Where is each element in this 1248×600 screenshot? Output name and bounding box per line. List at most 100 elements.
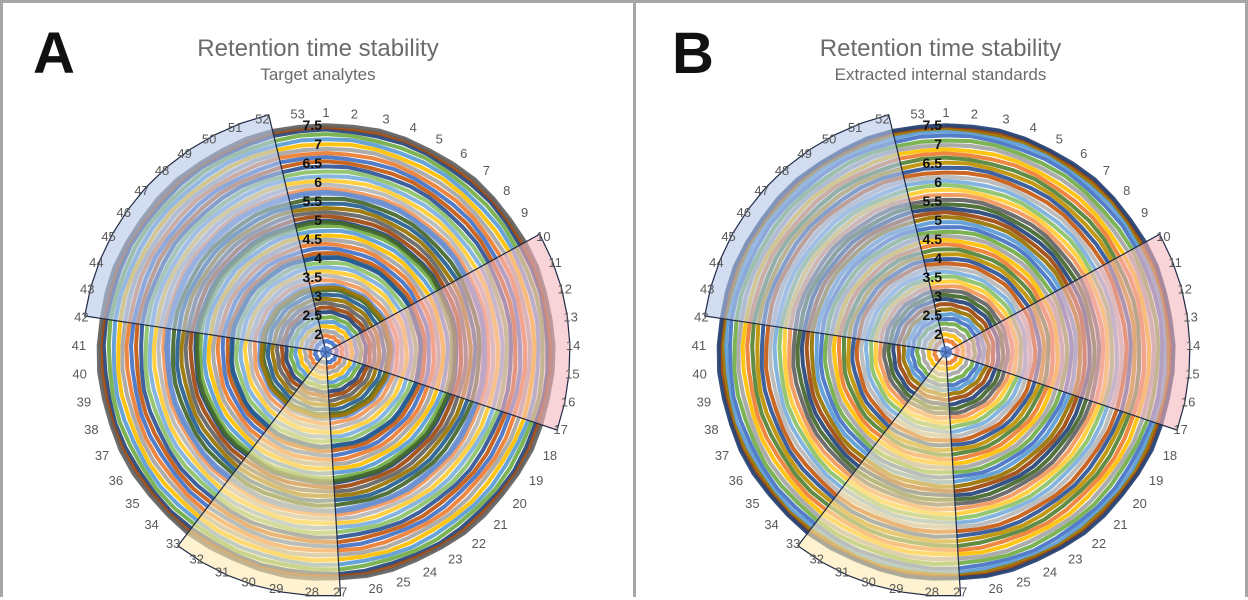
radial-tick-label: 4.5 <box>303 231 323 247</box>
category-label: 41 <box>72 338 86 353</box>
category-label: 53 <box>910 107 924 122</box>
category-label: 8 <box>503 183 510 198</box>
category-label: 5 <box>436 132 443 147</box>
category-label: 3 <box>382 112 389 127</box>
center-point <box>940 346 952 358</box>
category-label: 50 <box>202 132 216 147</box>
category-label: 16 <box>1181 394 1195 409</box>
category-label: 20 <box>1132 496 1146 511</box>
category-label: 6 <box>460 146 467 161</box>
category-label: 45 <box>721 229 735 244</box>
category-label: 36 <box>109 473 123 488</box>
category-label: 3 <box>1002 112 1009 127</box>
radial-tick-label: 6.5 <box>303 155 323 171</box>
category-label: 4 <box>1030 120 1037 135</box>
category-label: 17 <box>1173 422 1187 437</box>
category-label: 24 <box>1043 565 1057 580</box>
category-label: 46 <box>117 205 131 220</box>
category-label: 36 <box>729 473 743 488</box>
category-label: 15 <box>1185 366 1199 381</box>
category-label: 37 <box>715 448 729 463</box>
category-label: 53 <box>290 107 304 122</box>
category-label: 15 <box>565 366 579 381</box>
radar-chart-b: 22.533.544.555.566.577.51 2 34567891011121… <box>692 105 1201 600</box>
radial-tick-label: 2.5 <box>303 307 323 323</box>
category-label: 50 <box>822 132 836 147</box>
category-label: 9 <box>521 205 528 220</box>
category-label: 40 <box>692 366 706 381</box>
radial-tick-label: 4 <box>934 250 942 266</box>
radial-tick-label: 3 <box>314 288 322 304</box>
category-label: 40 <box>72 366 86 381</box>
radial-tick-label: 7 <box>934 136 942 152</box>
category-label: 7 <box>1103 163 1110 178</box>
category-label: 31 <box>215 565 229 580</box>
category-label: 25 <box>1016 575 1030 590</box>
radial-tick-label: 2.5 <box>923 307 943 323</box>
category-label: 31 <box>835 565 849 580</box>
category-label: 25 <box>396 575 410 590</box>
radial-tick-label: 3.5 <box>923 269 943 285</box>
category-label: 45 <box>101 229 115 244</box>
category-label: 30 <box>861 575 875 590</box>
radial-tick-label: 7.5 <box>923 117 943 133</box>
panel-letter-a: A <box>33 21 75 86</box>
radial-tick-label: 4.5 <box>923 231 943 247</box>
radial-tick-label: 6 <box>934 174 942 190</box>
category-label: 30 <box>241 575 255 590</box>
category-label: 13 <box>1183 310 1197 325</box>
category-label: 32 <box>810 552 824 567</box>
radial-tick-label: 6 <box>314 174 322 190</box>
category-label: 17 <box>553 422 567 437</box>
category-label: 14 <box>566 338 580 353</box>
category-label: 10 <box>1156 229 1170 244</box>
category-label: 8 <box>1123 183 1130 198</box>
radial-tick-label: 5 <box>314 212 322 228</box>
category-label: 1 <box>322 105 329 120</box>
radial-tick-label: 7.5 <box>303 117 323 133</box>
category-label: 27 <box>953 585 967 600</box>
category-label: 5 <box>1056 132 1063 147</box>
category-label: 39 <box>697 394 711 409</box>
category-label: 21 <box>1113 517 1127 532</box>
panel-b: B Retention time stability Extracted int… <box>636 0 1248 600</box>
radial-tick-label: 6.5 <box>923 155 943 171</box>
category-label: 37 <box>95 448 109 463</box>
category-label: 44 <box>89 255 103 270</box>
category-label: 18 <box>543 448 557 463</box>
category-label: 28 <box>305 585 319 600</box>
category-label: 26 <box>369 581 383 596</box>
radial-tick-label: 4 <box>314 250 322 266</box>
center-point <box>320 346 332 358</box>
chart-subtitle-a: Target analytes <box>260 65 376 84</box>
category-label: 47 <box>134 183 148 198</box>
highlight-sector <box>944 233 1191 431</box>
radial-tick-label: 5.5 <box>303 193 323 209</box>
category-label: 23 <box>448 552 462 567</box>
category-label: 35 <box>745 496 759 511</box>
panel-a: A Retention time stability Target analyt… <box>0 0 636 600</box>
highlight-sector <box>177 350 342 597</box>
chart-title-b: Retention time stability <box>819 35 1062 62</box>
category-label: 43 <box>700 282 714 297</box>
highlight-sector <box>324 233 571 431</box>
category-label: 44 <box>709 255 723 270</box>
category-label: 52 <box>875 112 889 127</box>
category-label: 11 <box>548 255 562 270</box>
category-label: 38 <box>84 422 98 437</box>
category-label: 34 <box>144 517 158 532</box>
category-label: 24 <box>423 565 437 580</box>
category-label: 23 <box>1068 552 1082 567</box>
category-label: 9 <box>1141 205 1148 220</box>
category-label: 35 <box>125 496 139 511</box>
category-label: 47 <box>754 183 768 198</box>
category-label: 51 <box>848 120 862 135</box>
category-label: 18 <box>1163 448 1177 463</box>
chart-title-a: Retention time stability <box>197 35 439 62</box>
highlight-sector <box>83 114 327 353</box>
category-label: 42 <box>694 310 708 325</box>
radial-tick-label: 3 <box>934 288 942 304</box>
category-label: 12 <box>1178 282 1192 297</box>
category-label: 39 <box>77 394 91 409</box>
category-label: 4 <box>410 120 417 135</box>
